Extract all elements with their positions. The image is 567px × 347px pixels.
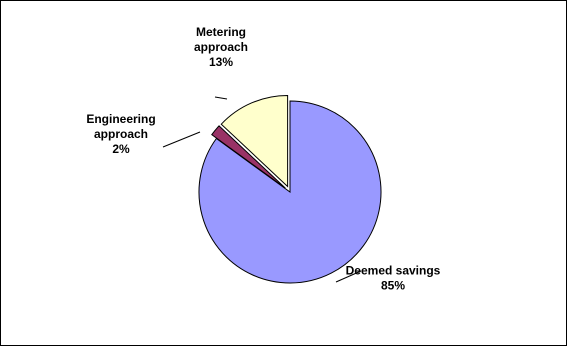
leader-lines [162, 96, 362, 283]
pie-slice-metering-approach [220, 94, 289, 188]
leader-line [214, 96, 228, 100]
slice-name-label: Engineering [86, 112, 155, 126]
slice-percent-label: 13% [209, 55, 233, 69]
slice-percent-label: 85% [381, 279, 405, 293]
slice-percent-label: 2% [112, 142, 130, 156]
pie-slices [198, 94, 382, 284]
pie-slice-engineering-approach [211, 125, 286, 189]
slice-name-label: Deemed savings [346, 264, 441, 278]
slice-name-label: approach [94, 127, 148, 141]
leader-line [335, 270, 362, 283]
slice-name-label: Metering [196, 25, 246, 39]
pie-slice-deemed-savings [198, 100, 382, 284]
slice-labels: Deemed savings85%Engineeringapproach2%Me… [86, 25, 440, 293]
leader-line [162, 131, 201, 148]
slice-name-label: approach [194, 40, 248, 54]
